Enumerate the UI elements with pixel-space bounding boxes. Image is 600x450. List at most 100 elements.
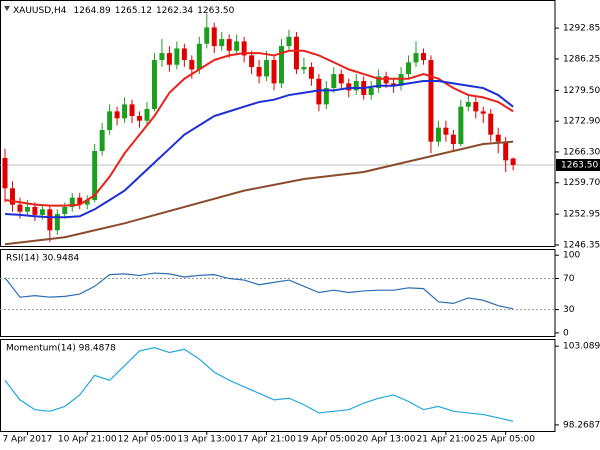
last-price-label: 1263.50 <box>561 160 598 170</box>
candle-body <box>17 204 23 212</box>
candle-body <box>151 60 157 110</box>
candle-body <box>189 60 195 70</box>
y-tick-label: 1279.50 <box>563 86 600 96</box>
close-value: 1263.50 <box>197 6 234 16</box>
y-tick-label: 1259.70 <box>563 178 600 188</box>
chart-header: XAUUSD,H4 1264.89 1265.12 1262.34 1263.50 <box>13 6 235 16</box>
candle-body <box>204 27 210 44</box>
candle-body <box>383 76 389 84</box>
candle-body <box>9 188 15 205</box>
candle-body <box>338 74 344 84</box>
x-tick-label: 7 Apr 2017 <box>2 435 52 445</box>
candle-body <box>488 113 494 135</box>
x-tick-label: 12 Apr 05:00 <box>118 435 177 445</box>
candle-body <box>301 67 307 70</box>
indicator-line <box>4 140 514 246</box>
candle-body <box>241 41 247 56</box>
candle-body <box>129 104 135 117</box>
last-price-box <box>556 158 600 171</box>
candle-body <box>391 83 397 86</box>
open-value: 1264.89 <box>74 6 111 16</box>
y-tick-label: 1252.95 <box>563 210 600 220</box>
indicator-line <box>4 49 514 207</box>
y-tick-label: 70 <box>563 274 575 284</box>
candle-body <box>174 48 180 65</box>
indicator-line <box>4 346 514 422</box>
candle-body <box>323 88 329 105</box>
panel-frame <box>0 339 556 432</box>
candle-body <box>84 199 90 205</box>
candle-body <box>353 81 359 91</box>
candle-body <box>286 36 292 47</box>
candle-body <box>32 206 38 215</box>
candle-body <box>181 48 187 61</box>
symbol: XAUUSD,H4 <box>13 6 67 16</box>
y-tick-label: 1292.85 <box>563 24 600 34</box>
candle-body <box>69 197 75 207</box>
menu-icon <box>4 6 10 11</box>
x-tick-label: 13 Apr 13:00 <box>177 435 236 445</box>
candle-body <box>249 55 255 68</box>
candle-body <box>39 209 45 215</box>
candle-body <box>368 88 374 96</box>
candle-body <box>420 53 426 61</box>
candle-body <box>308 67 314 79</box>
panel-frame <box>0 249 556 337</box>
indicator-line <box>4 272 514 310</box>
y-tick-label: 100 <box>563 251 580 261</box>
y-tick-label: 1266.30 <box>563 147 600 157</box>
candle-body <box>278 46 284 84</box>
x-tick-label: 20 Apr 13:00 <box>357 435 416 445</box>
candle-body <box>264 60 270 77</box>
candle-body <box>510 158 516 165</box>
candle-body <box>99 130 105 152</box>
x-tick-label: 25 Apr 05:00 <box>476 435 535 445</box>
candle-body <box>77 197 83 205</box>
panel-title: RSI(14) 30.9484 <box>6 254 79 264</box>
candle-body <box>406 62 412 75</box>
candle-body <box>473 102 479 112</box>
x-tick-label: 10 Apr 21:00 <box>58 435 117 445</box>
candle-body <box>166 53 172 65</box>
candle-body <box>503 141 509 161</box>
y-tick-label: 98.2687 <box>563 420 600 430</box>
candle-body <box>226 39 232 51</box>
candle-body <box>450 134 456 145</box>
candle-body <box>465 102 471 107</box>
candle-body <box>398 74 404 86</box>
candle-body <box>443 127 449 135</box>
candle-body <box>54 213 60 231</box>
candle-body <box>376 76 382 89</box>
candle-body <box>346 83 352 91</box>
high-value: 1265.12 <box>115 6 152 16</box>
candle-body <box>144 109 150 121</box>
candle-body <box>458 106 464 145</box>
y-tick-label: 1272.90 <box>563 117 600 127</box>
y-tick-label: 0 <box>563 328 569 338</box>
candle-body <box>435 127 441 142</box>
candle-body <box>92 151 98 200</box>
candle-body <box>62 206 68 214</box>
candle-body <box>211 27 217 47</box>
low-value: 1262.34 <box>156 6 193 16</box>
candle-body <box>219 39 225 47</box>
y-tick-label: 1246.35 <box>563 240 600 250</box>
candle-body <box>256 67 262 77</box>
candle-body <box>47 209 53 231</box>
candle-body <box>331 74 337 89</box>
panel-title: Momentum(14) 98.4878 <box>6 344 116 354</box>
y-tick-label: 1286.25 <box>563 54 600 64</box>
panel-frame <box>0 0 556 247</box>
candle-body <box>316 78 322 105</box>
candle-body <box>234 41 240 51</box>
x-tick-label: 17 Apr 21:00 <box>237 435 296 445</box>
candle-body <box>413 53 419 63</box>
candle-body <box>271 60 277 84</box>
indicator-line <box>4 80 514 219</box>
candle-body <box>495 134 501 142</box>
candle-body <box>122 104 128 119</box>
x-tick-label: 19 Apr 05:00 <box>297 435 356 445</box>
